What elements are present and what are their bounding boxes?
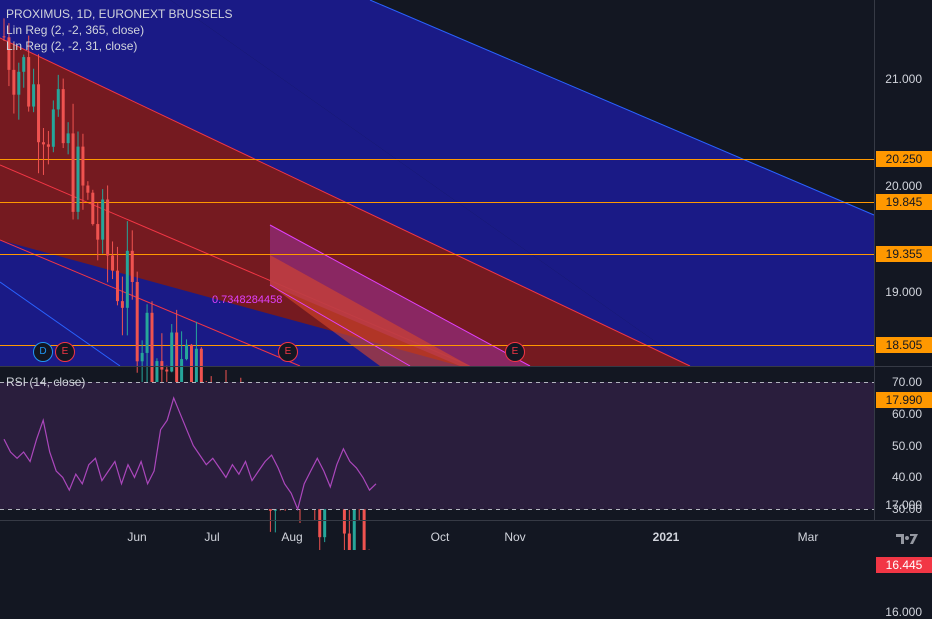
tradingview-logo-icon[interactable]	[896, 532, 918, 546]
linreg-365-lower-line	[0, 281, 121, 367]
rsi-axis-label: 60.00	[891, 406, 922, 421]
linreg-31-legend[interactable]: Lin Reg (2, -2, 31, close)	[6, 39, 138, 53]
candle-body	[160, 361, 164, 370]
candle-body	[362, 509, 366, 555]
candle-body	[81, 146, 85, 186]
price-axis-label: 21.000	[885, 72, 922, 86]
rsi-legend[interactable]: RSI (14, close)	[6, 375, 86, 389]
candle-body	[189, 344, 193, 419]
price-level-tag[interactable]: 19.845	[876, 194, 932, 211]
time-axis-label: Jun	[127, 530, 147, 544]
price-level-tag[interactable]: 17.990	[876, 391, 932, 408]
candle-body	[145, 312, 149, 353]
price-level-tag[interactable]: 20.250	[876, 150, 932, 167]
rsi-axis-label: 40.00	[891, 470, 922, 485]
linreg-31-lower-fill	[270, 255, 470, 366]
candle-body	[22, 57, 26, 72]
candle-body	[115, 270, 119, 302]
time-axis-label: Aug	[281, 530, 303, 544]
candle-body	[347, 533, 351, 555]
linreg-365-upper-fill	[170, 0, 874, 366]
price-axis-label: 17.000	[885, 498, 922, 513]
candle-body	[76, 146, 80, 212]
candle-body	[170, 332, 174, 372]
candle-body	[125, 250, 129, 308]
time-axis-label: Nov	[504, 530, 526, 544]
candle-body	[318, 497, 322, 538]
rsi-axis-label: 70.00	[891, 375, 922, 389]
linreg-31-lower-line	[269, 284, 411, 367]
candle-body	[41, 142, 45, 145]
candle-body	[46, 144, 50, 147]
candle-body	[165, 369, 169, 372]
chart-title: PROXIMUS, 1D, EURONEXT BRUSSELS	[6, 7, 233, 21]
price-axis-label: 16.000	[885, 605, 922, 619]
dividend-marker[interactable]: D	[33, 342, 53, 362]
earnings-marker-may[interactable]: E	[55, 342, 75, 362]
linreg-365-legend[interactable]: Lin Reg (2, -2, 365, close)	[6, 23, 145, 37]
time-axis-label: Jul	[204, 530, 220, 544]
candle-body	[71, 133, 75, 212]
linreg-31-upper-line	[269, 224, 531, 367]
candle-body	[120, 301, 124, 308]
candle-body	[155, 361, 159, 393]
time-axis-label: Mar	[797, 530, 819, 544]
candle-body	[140, 352, 144, 362]
last-price-tag: 16.445	[876, 556, 932, 573]
time-axis-label: 2021	[652, 530, 680, 544]
candle-body	[352, 495, 356, 555]
candle-body	[185, 344, 189, 360]
candle-body	[150, 312, 154, 393]
rsi-line[interactable]	[3, 396, 377, 512]
candle-body	[27, 57, 31, 107]
price-axis-label: 20.000	[885, 178, 922, 193]
rsi-band	[0, 382, 874, 510]
candle-body	[66, 133, 70, 144]
candle-body	[51, 109, 55, 147]
earnings-marker-jul[interactable]: E	[278, 342, 298, 362]
price-axis-label: 19.000	[885, 285, 922, 300]
price-level-tag[interactable]: 19.355	[876, 246, 932, 263]
linreg-365-upper-line	[369, 0, 875, 216]
candle-body	[175, 332, 179, 406]
rsi-axis-label: 30.00	[891, 502, 922, 517]
regression-value-label: 0.7348284458	[212, 294, 283, 306]
candle-body	[106, 199, 110, 256]
time-axis-label: Oct	[430, 530, 450, 544]
candle-body	[91, 192, 95, 225]
candle-body	[86, 185, 90, 193]
candle-body	[130, 250, 134, 282]
rsi-axis-label: 50.00	[891, 438, 922, 453]
candle-body	[199, 348, 203, 384]
candle-body	[32, 84, 36, 107]
candle-body	[101, 199, 105, 240]
candle-body	[111, 255, 115, 271]
candle-body	[17, 71, 21, 95]
candle-body	[7, 37, 11, 70]
candle-body	[12, 69, 16, 95]
candle-body	[96, 224, 100, 240]
earnings-marker-oct[interactable]: E	[505, 342, 525, 362]
candle-body	[2, 36, 6, 38]
candle-body	[37, 84, 41, 143]
candle-body	[56, 89, 60, 110]
candle-body	[61, 89, 65, 144]
candle-body	[135, 281, 139, 362]
price-level-tag[interactable]: 18.505	[876, 336, 932, 353]
